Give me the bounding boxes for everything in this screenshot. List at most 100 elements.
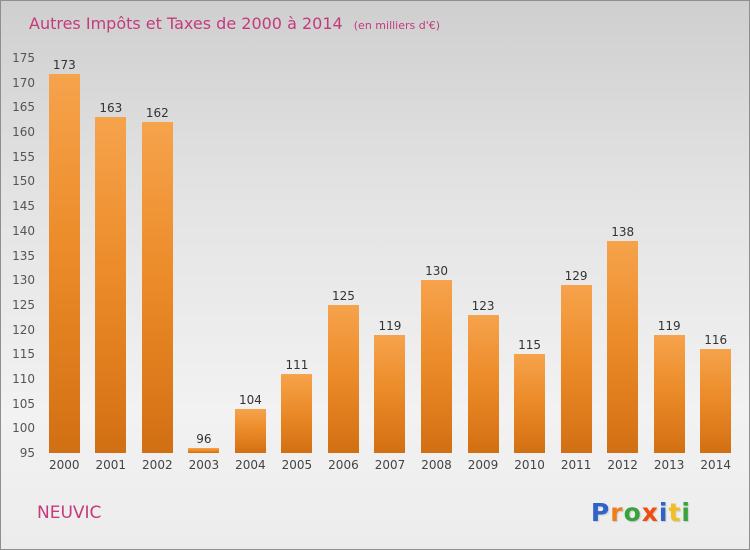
logo-letter: x xyxy=(641,498,659,527)
bar-group: 163 2001 xyxy=(88,58,135,472)
bar-value-label: 162 xyxy=(145,106,169,121)
x-tick-label: 2000 xyxy=(48,458,80,472)
y-tick-label: 120 xyxy=(12,322,35,337)
bar-wrap: 125 xyxy=(320,58,367,453)
x-tick-label: 2003 xyxy=(188,458,220,472)
y-tick-label: 130 xyxy=(12,273,35,288)
x-tick-label: 2001 xyxy=(95,458,127,472)
x-tick-label: 2012 xyxy=(607,458,638,472)
bar xyxy=(421,280,453,453)
y-tick-label: 175 xyxy=(12,51,35,65)
x-tick-label: 2014 xyxy=(700,458,731,472)
bar xyxy=(281,374,313,453)
bar-wrap: 123 xyxy=(460,58,507,453)
bar xyxy=(560,285,592,453)
x-tick-label: 2005 xyxy=(281,458,313,472)
bar-wrap: 104 xyxy=(227,58,274,453)
bar-value-label: 138 xyxy=(611,224,635,239)
bar-value-label: 123 xyxy=(471,298,495,313)
bar xyxy=(234,408,266,453)
y-tick-label: 155 xyxy=(12,149,35,164)
chart-header: Autres Impôts et Taxes de 2000 à 2014 (e… xyxy=(29,14,440,33)
logo-letter: t xyxy=(668,498,682,527)
bar-group: 129 2011 xyxy=(553,58,600,472)
bar-wrap: 162 xyxy=(134,58,181,453)
bar xyxy=(374,334,406,453)
bar xyxy=(700,349,732,453)
bar-value-label: 163 xyxy=(99,101,123,116)
location-label: NEUVIC xyxy=(37,503,102,523)
bar xyxy=(327,304,359,453)
bar-group: 123 2009 xyxy=(460,58,507,472)
chart-title: Autres Impôts et Taxes de 2000 à 2014 xyxy=(29,14,343,33)
bar-wrap: 138 xyxy=(599,58,646,453)
bar xyxy=(141,122,173,453)
y-tick-label: 165 xyxy=(12,100,35,115)
bar-wrap: 111 xyxy=(274,58,321,453)
bar xyxy=(467,314,499,453)
bar-group: 125 2006 xyxy=(320,58,367,472)
bar-wrap: 96 xyxy=(181,58,228,453)
bar-group: 96 2003 xyxy=(181,58,228,472)
y-tick-label: 105 xyxy=(12,396,35,411)
y-tick-label: 95 xyxy=(19,446,35,460)
bar-value-label: 111 xyxy=(285,358,309,372)
y-tick-label: 160 xyxy=(12,125,35,140)
bar-group: 173 2000 xyxy=(41,58,88,472)
x-tick-label: 2004 xyxy=(235,458,266,472)
bar-group: 119 2007 xyxy=(367,58,414,472)
bar-wrap: 173 xyxy=(41,58,88,453)
x-tick-label: 2009 xyxy=(467,458,499,472)
bar-group: 130 2008 xyxy=(413,58,460,472)
logo-letter: o xyxy=(623,498,642,527)
bar-group: 138 2012 xyxy=(599,58,646,472)
x-tick-label: 2011 xyxy=(560,458,592,472)
logo-letter: i xyxy=(681,498,691,527)
bar-wrap: 163 xyxy=(88,58,135,453)
y-tick-label: 170 xyxy=(12,75,35,90)
bar-wrap: 115 xyxy=(506,58,553,453)
bar-group: 119 2013 xyxy=(646,58,693,472)
logo-letter: i xyxy=(658,498,669,527)
bar-chart: 175 170 165 160 155 150 145 140 135 130 125 120 115 1… xyxy=(7,51,739,518)
bar-wrap: 129 xyxy=(553,58,600,453)
plot-area: 173 2000 163 2001 162 2002 96 2003 104 2004 111 200… xyxy=(41,58,739,472)
bar-value-label: 96 xyxy=(196,432,212,447)
bar xyxy=(48,74,80,453)
y-tick-label: 135 xyxy=(12,248,35,263)
logo-letter: P xyxy=(590,498,611,527)
x-tick-label: 2008 xyxy=(421,458,452,472)
bar-wrap: 119 xyxy=(367,58,414,453)
bar-group: 162 2002 xyxy=(134,58,181,472)
bar-value-label: 173 xyxy=(52,58,76,72)
bar-group: 104 2004 xyxy=(227,58,274,472)
proxiti-logo: Proxiti xyxy=(591,498,691,527)
y-tick-label: 145 xyxy=(12,199,35,214)
bar-value-label: 104 xyxy=(238,392,262,407)
y-tick-label: 140 xyxy=(12,223,35,238)
x-tick-label: 2010 xyxy=(514,458,545,472)
y-tick-label: 100 xyxy=(12,421,35,436)
bar-group: 115 2010 xyxy=(506,58,553,472)
x-tick-label: 2013 xyxy=(653,458,685,472)
y-tick-label: 110 xyxy=(12,371,35,386)
bar xyxy=(653,334,685,453)
bar-group: 111 2005 xyxy=(274,58,321,472)
x-tick-label: 2007 xyxy=(374,458,406,472)
x-tick-label: 2006 xyxy=(328,458,359,472)
bar-value-label: 115 xyxy=(518,338,542,353)
bar-value-label: 125 xyxy=(332,288,355,303)
bar-wrap: 130 xyxy=(413,58,460,453)
x-tick-label: 2002 xyxy=(142,458,173,472)
bar-value-label: 116 xyxy=(704,333,728,348)
y-axis: 175 170 165 160 155 150 145 140 135 130 125 120 115 1… xyxy=(7,51,35,460)
chart-subtitle: (en milliers d'€) xyxy=(353,19,441,32)
bar-value-label: 119 xyxy=(657,318,681,333)
bar-group: 116 2014 xyxy=(692,58,739,472)
logo-letter: r xyxy=(610,498,624,527)
bar-wrap: 119 xyxy=(646,58,693,453)
bar-value-label: 130 xyxy=(425,264,448,279)
y-tick-label: 125 xyxy=(12,297,35,312)
bar xyxy=(514,354,546,453)
y-tick-label: 150 xyxy=(12,174,35,189)
